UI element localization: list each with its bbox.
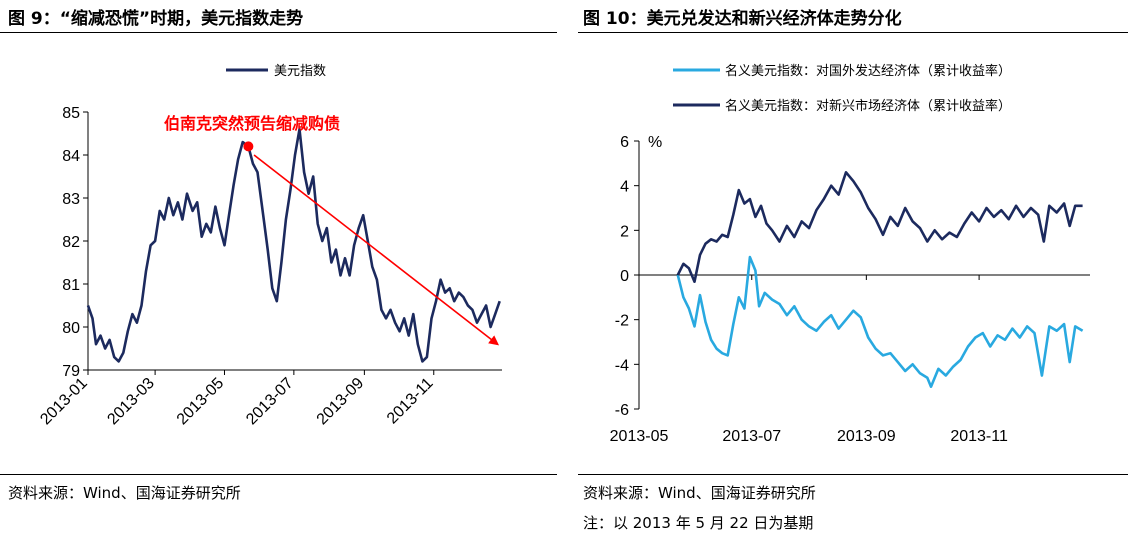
y-tick-label: 0	[620, 268, 629, 285]
x-tick-label: 2013-03	[104, 375, 158, 429]
series-line-dollar-index	[86, 127, 501, 363]
x-tick-label: 2013-09	[314, 375, 368, 429]
x-tick-label: 2013-07	[243, 375, 297, 429]
series-line-emerging	[676, 171, 1083, 283]
dollar-index-chart: 79 80 81 82 83 84 85 2013-01 2013-03 2013-05 2013-…	[37, 64, 502, 429]
y-tick-label: 2	[620, 223, 629, 240]
y-tick-label: 4	[620, 179, 629, 196]
figure-9-title: 图 9：“缩减恐慌”时期，美元指数走势	[8, 9, 304, 29]
y-tick-label: -2	[615, 313, 629, 330]
x-tick-label: 2013-07	[722, 428, 781, 445]
legend-label: 名义美元指数：对新兴市场经济体（累计收益率）	[725, 98, 1011, 114]
figure-10-bottom-rule	[578, 474, 1128, 475]
y-tick-label: 79	[62, 363, 80, 380]
figure-10-note: 注：以 2013 年 5 月 22 日为基期	[583, 514, 814, 532]
legend-label: 美元指数	[274, 64, 326, 79]
y-tick-label: -6	[615, 402, 629, 419]
legend-label: 名义美元指数：对国外发达经济体（累计收益率）	[725, 63, 1011, 79]
figure-9-bottom-rule	[0, 474, 557, 475]
figure-10-source: 资料来源：Wind、国海证券研究所	[583, 484, 816, 502]
figure-10-title: 图 10：美元兑发达和新兴经济体走势分化	[583, 9, 902, 29]
x-tick-label: 2013-11	[950, 428, 1008, 445]
y-tick-label: 82	[62, 234, 80, 251]
y-tick-label: 83	[62, 191, 80, 208]
annotation-text: 伯南克突然预告缩减购债	[164, 114, 340, 133]
y-tick-label: 81	[62, 277, 80, 294]
y-tick-label: 6	[620, 134, 629, 151]
y-unit-label: %	[648, 134, 662, 151]
trend-arrow	[253, 154, 500, 346]
figure-9-top-rule	[0, 32, 557, 33]
y-tick-label: 80	[62, 320, 80, 337]
figure-10-top-rule	[578, 32, 1128, 33]
x-tick-label: 2013-09	[837, 428, 896, 445]
y-tick-label: 84	[62, 148, 80, 165]
series-line-developed	[676, 255, 1084, 389]
taper-event-marker	[243, 141, 254, 152]
y-tick-label: -4	[615, 357, 629, 374]
x-tick-label: 2013-05	[610, 428, 669, 445]
dollar-divergence-chart: -6 -4 -2 0 2 4 6 % 2013-05 2013-07 2013-09 2013-11 名…	[610, 63, 1090, 445]
y-tick-label: 85	[62, 105, 80, 122]
x-tick-label: 2013-11	[384, 375, 437, 428]
x-tick-label: 2013-01	[37, 375, 91, 429]
figure-9-source: 资料来源：Wind、国海证券研究所	[8, 484, 241, 502]
x-tick-label: 2013-05	[174, 375, 228, 429]
